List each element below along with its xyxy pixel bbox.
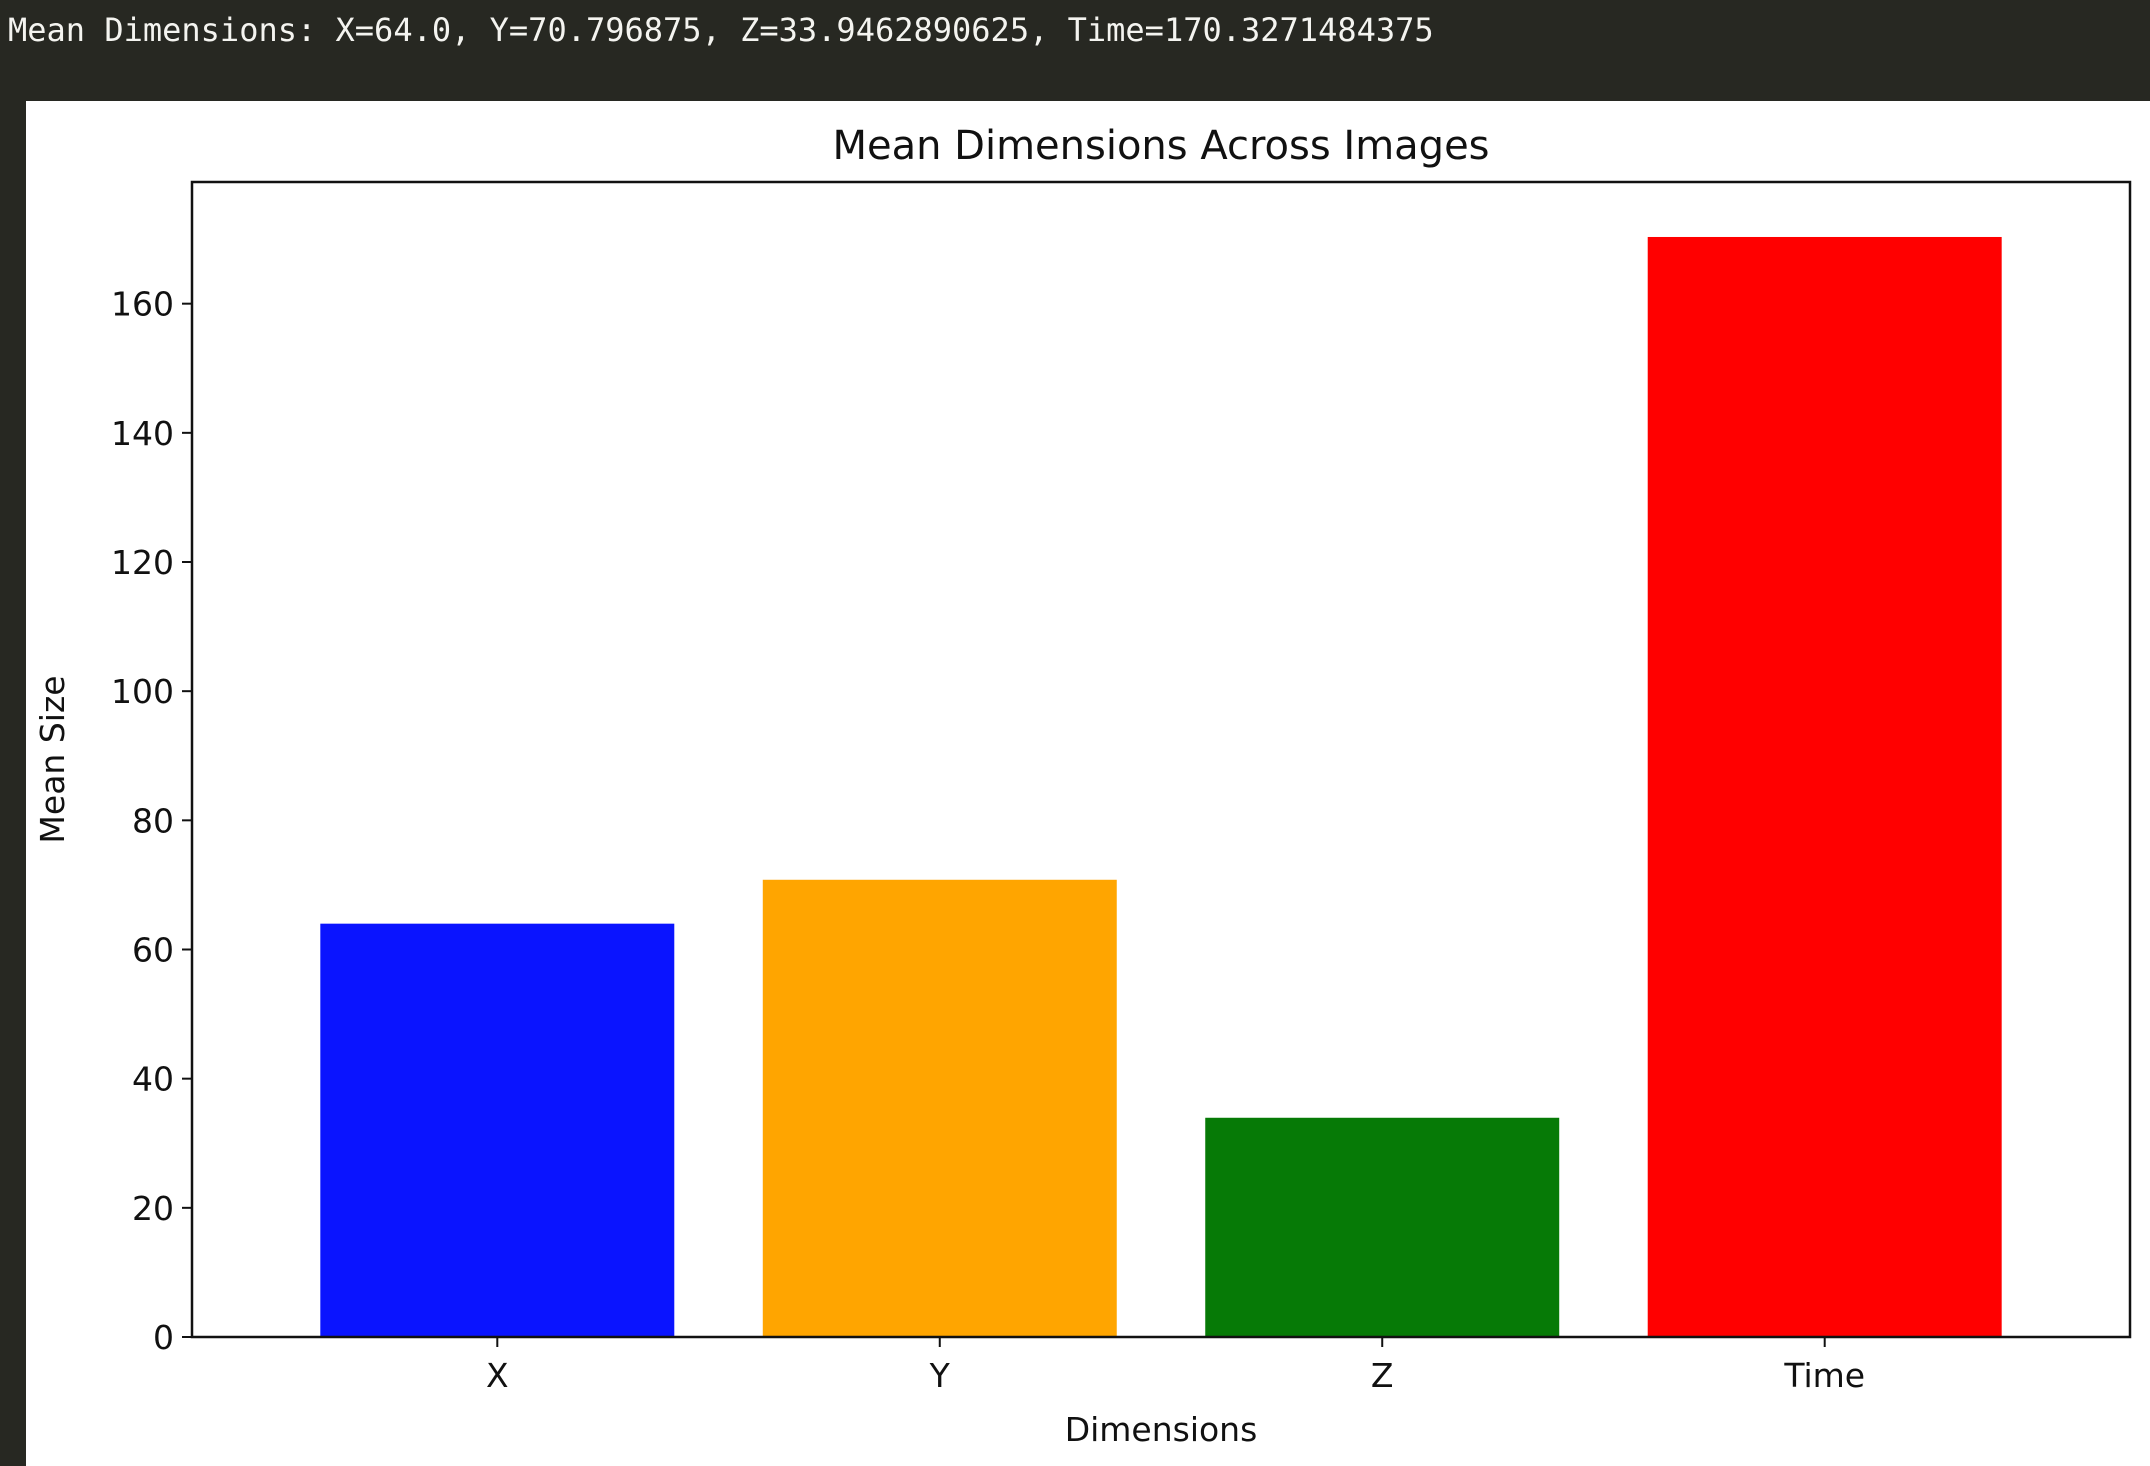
bar-y: [762, 879, 1117, 1337]
y-tick-label: 100: [111, 672, 174, 711]
bars-layer: [320, 236, 2002, 1338]
y-tick-label: 40: [132, 1060, 174, 1099]
output-text: Mean Dimensions: X=64.0, Y=70.796875, Z=…: [8, 11, 1434, 49]
x-axis: X Y Z Time: [486, 1337, 1865, 1395]
y-tick-label: 20: [132, 1189, 174, 1228]
bar-time: [1647, 236, 2002, 1338]
y-tick-label: 0: [153, 1318, 174, 1357]
x-axis-label: Dimensions: [1065, 1410, 1258, 1449]
bar-chart: Mean Dimensions Across Images 0 20 40 60 80 1…: [33, 123, 2132, 1449]
bar-z: [1205, 1117, 1560, 1337]
chart-title: Mean Dimensions Across Images: [832, 123, 1489, 169]
y-axis-label: Mean Size: [33, 675, 72, 843]
y-axis: 0 20 40 60 80 100 120 140 160: [111, 285, 192, 1357]
y-tick-label: 60: [132, 931, 174, 970]
y-tick-label: 80: [132, 801, 174, 840]
y-tick-label: 160: [111, 285, 174, 324]
bar-x: [320, 923, 675, 1337]
x-tick-label: Time: [1783, 1356, 1865, 1395]
y-tick-label: 140: [111, 414, 174, 453]
plot-output-panel: Mean Dimensions Across Images 0 20 40 60 80 1…: [26, 101, 2150, 1466]
y-tick-label: 120: [111, 543, 174, 582]
x-tick-label: Z: [1371, 1356, 1394, 1395]
x-tick-label: X: [486, 1356, 509, 1395]
x-tick-label: Y: [929, 1356, 951, 1395]
plot-frame: [190, 180, 2132, 1339]
